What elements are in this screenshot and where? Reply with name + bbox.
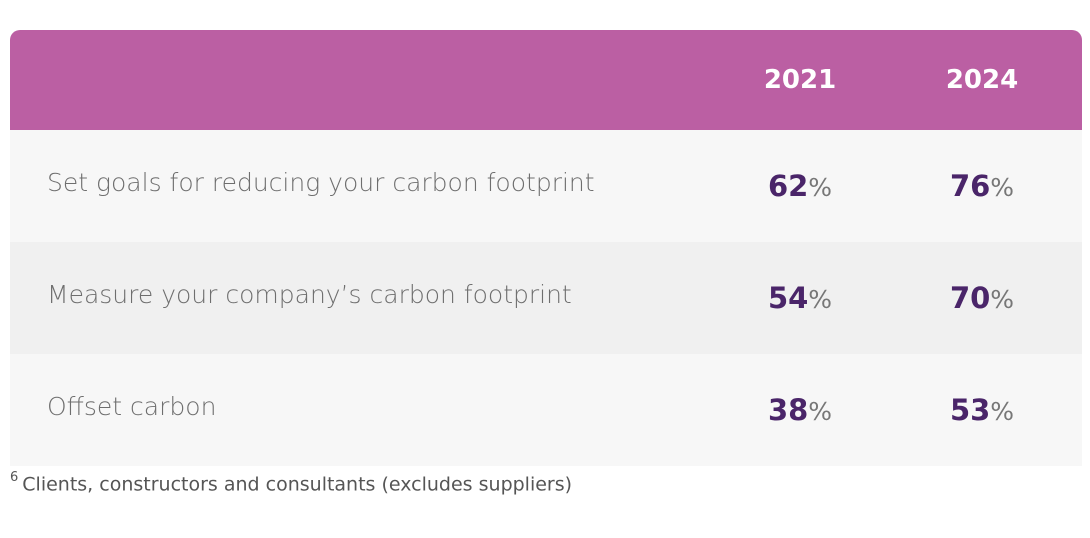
table-row: Measure your company’s carbon footprint … <box>10 242 1082 354</box>
value-number: 62 <box>767 169 809 203</box>
table-row: Offset carbon 38% 53% <box>10 354 1082 466</box>
value-cell: 76% <box>912 130 1052 242</box>
row-label: Measure your company’s carbon footprint <box>47 280 572 309</box>
table-header: 2021 2024 <box>10 30 1082 130</box>
row-label: Offset carbon <box>47 392 217 421</box>
value-number: 70 <box>949 281 991 315</box>
footnote: 6 Clients, constructors and consultants (… <box>10 470 573 496</box>
column-header-2024: 2024 <box>945 65 1019 95</box>
row-label: Set goals for reducing your carbon footp… <box>47 168 595 197</box>
carbon-table: 2021 2024 Set goals for reducing your ca… <box>10 30 1082 466</box>
value-number: 54 <box>767 281 809 315</box>
percent-sign: % <box>990 397 1015 426</box>
percent-sign: % <box>808 285 833 314</box>
value-cell: 70% <box>912 242 1052 354</box>
percent-sign: % <box>808 173 833 202</box>
value-cell: 54% <box>730 242 870 354</box>
value-cell: 53% <box>912 354 1052 466</box>
percent-sign: % <box>990 173 1015 202</box>
footnote-marker: 6 <box>10 470 19 485</box>
table-row: Set goals for reducing your carbon footp… <box>10 130 1082 242</box>
column-header-2021: 2021 <box>763 65 837 95</box>
value-number: 38 <box>767 393 809 427</box>
value-cell: 38% <box>730 354 870 466</box>
value-number: 53 <box>949 393 991 427</box>
percent-sign: % <box>990 285 1015 314</box>
value-cell: 62% <box>730 130 870 242</box>
footnote-text: Clients, constructors and consultants (e… <box>22 473 573 496</box>
value-number: 76 <box>949 169 991 203</box>
percent-sign: % <box>808 397 833 426</box>
